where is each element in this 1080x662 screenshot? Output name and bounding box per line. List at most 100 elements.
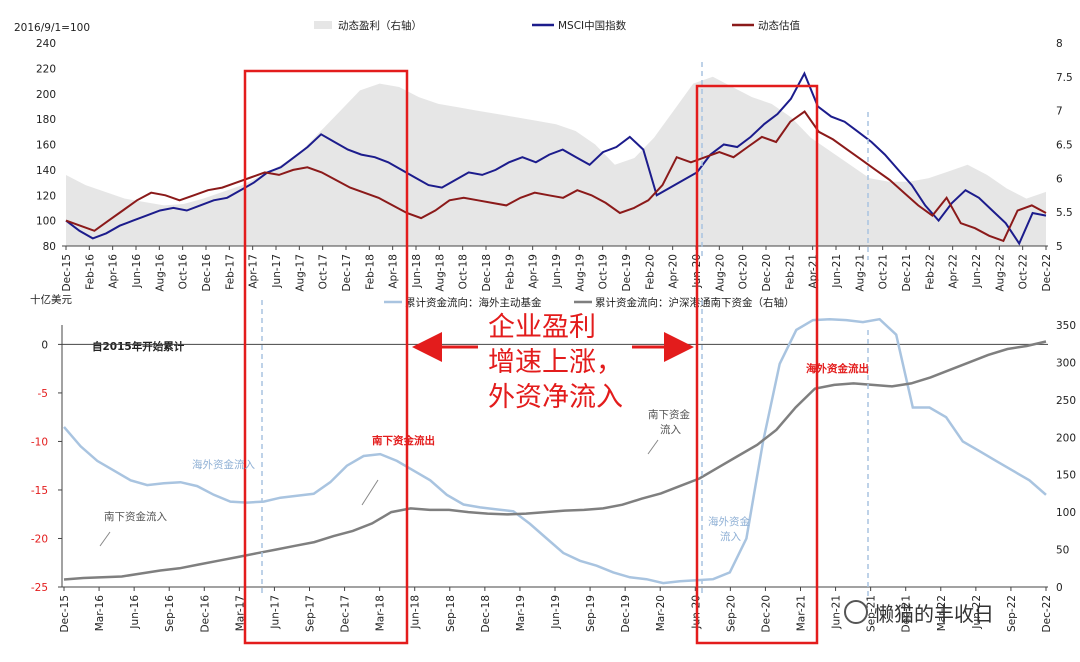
bottom-x-tick-label: Dec-16 [199,595,211,633]
bottom-chart: 十亿美元 累计资金流向：海外主动基金 累计资金流向：沪深港通南下资金（右轴） 自… [30,293,1076,632]
legend-label-earnings: 动态盈利（右轴） [338,19,422,32]
earnings-area [66,76,1046,246]
top-left-tick-label: 100 [36,216,56,228]
top-x-tick-label: Feb-19 [504,254,516,290]
overseas-inflow-label-2b: 流入 [720,530,741,543]
southbound-line [63,340,1047,581]
bottom-left-tick-label: -20 [31,533,48,545]
top-x-tick-label: Dec-19 [621,254,633,291]
top-right-tick-label: 5 [1056,241,1063,253]
legend-label-valuation: 动态估值 [758,19,800,32]
mid-annotation-line-3: 外资净流入 [488,382,623,413]
top-x-tick-label: Oct-21 [878,254,890,289]
bottom-left-tick-label: 0 [41,339,48,351]
top-x-tick-label: Feb-17 [224,254,236,290]
top-x-tick-label: Jun-18 [411,254,423,289]
bottom-note: 自2015年开始累计 [92,340,185,353]
top-x-tick-label: Apr-17 [248,254,260,289]
bottom-x-axis-ticks: Dec-15 Mar-16 Jun-16 Sep-16 Dec-16 Mar-17 Jun-… [59,587,1053,632]
top-x-tick-label: Aug-17 [294,254,306,292]
top-left-tick-label: 120 [36,190,56,202]
top-right-tick-label: 7 [1056,106,1063,118]
bottom-x-tick-label: Jun-18 [410,595,422,630]
bottom-x-tick-label: Sep-21 [866,595,878,632]
bottom-right-tick-label: 300 [1056,357,1076,369]
top-x-tick-label: Jun-19 [551,254,563,289]
top-x-tick-label: Feb-20 [644,254,656,290]
south-inflow-pointer-2 [647,439,659,455]
bottom-x-tick-label: Dec-20 [760,595,772,632]
bottom-x-tick-label: Jun-19 [550,595,562,630]
overseas-line [63,317,1047,585]
bottom-x-tick-label: Jun-16 [129,595,141,630]
south-inflow-pointer-1 [99,531,111,547]
bottom-x-tick-label: Mar-16 [94,595,106,632]
top-x-tick-label: Aug-22 [994,254,1006,292]
bottom-x-tick-label: Dec-19 [620,595,632,632]
top-x-tick-label: Jun-16 [131,254,143,289]
bottom-x-tick-label: Mar-19 [515,595,527,631]
top-x-tick-label: Oct-22 [1018,254,1030,289]
top-x-tick-label: Aug-21 [854,254,866,292]
top-legend: 动态盈利（右轴） MSCI中国指数 动态估值 [314,19,800,32]
bottom-x-tick-label: Sep-20 [725,595,737,632]
top-right-tick-label: 7.5 [1056,72,1073,84]
bottom-x-tick-label: Jun-22 [971,595,983,630]
top-x-tick-label: Oct-16 [178,254,190,290]
top-x-tick-label: Apr-20 [668,254,680,289]
valuation-line [65,110,1047,243]
bottom-left-axis: 0 -5 -10 -15 -20 -25 [31,339,1048,594]
top-x-tick-label: Feb-21 [784,254,796,290]
top-x-tick-label: Feb-22 [924,254,936,290]
bottom-x-tick-label: Dec-17 [340,595,352,632]
top-x-tick-label: Apr-22 [948,254,960,289]
bottom-right-tick-label: 200 [1056,432,1076,444]
top-x-tick-label: Oct-17 [318,254,330,289]
bottom-x-tick-label: Jun-17 [269,595,281,630]
legend-label-overseas: 累计资金流向：海外主动基金 [405,296,542,309]
bottom-x-tick-label: Sep-17 [305,595,317,632]
top-x-tick-label: Oct-18 [458,254,470,289]
top-right-tick-label: 5.5 [1056,207,1073,219]
top-right-axis: 5 5.5 6 6.5 7 7.5 8 [1056,38,1073,253]
bottom-right-tick-label: 250 [1056,395,1076,407]
bottom-x-tick-label: Jun-21 [831,595,843,630]
wechat-icon [844,600,868,624]
mid-annotation: 企业盈利 增速上涨， 外资净流入 [412,312,694,413]
top-x-tick-label: Jun-22 [971,254,983,289]
top-x-tick-label: Dec-22 [1041,254,1053,291]
mid-annotation-line-2: 增速上涨， [488,347,623,378]
bottom-x-tick-label: Sep-22 [1006,595,1018,632]
top-x-tick-label: Aug-18 [434,254,446,292]
top-x-tick-label: Jun-17 [271,254,283,289]
top-x-tick-label: Oct-19 [598,254,610,289]
bottom-legend: 累计资金流向：海外主动基金 累计资金流向：沪深港通南下资金（右轴） [384,296,795,309]
top-x-tick-label: Dec-18 [481,254,493,291]
top-right-tick-label: 6.5 [1056,140,1073,152]
watermark-text: 懒猫的丰收日 [874,602,994,626]
bottom-x-tick-label: Mar-18 [375,595,387,631]
bottom-left-tick-label: -5 [38,388,48,400]
bottom-x-tick-label: Dec-22 [1041,595,1053,632]
top-x-tick-label: Dec-17 [341,254,353,291]
legend-label-msci: MSCI中国指数 [558,19,627,32]
bottom-x-tick-label: Mar-17 [234,595,246,631]
top-x-tick-label: Oct-20 [738,254,750,289]
top-left-axis: 80 100 120 140 160 180 200 220 240 [36,38,56,253]
south-inflow-label-1: 南下资金流入 [104,510,167,523]
bottom-x-tick-label: Sep-18 [445,595,457,632]
south-outflow-pointer [361,479,379,506]
watermark: 懒猫的丰收日 [844,600,994,626]
top-left-tick-label: 180 [36,114,56,126]
top-x-tick-label: Feb-18 [364,254,376,290]
overseas-inflow-label-2a: 海外资金 [708,515,750,528]
top-chart-note: 2016/9/1=100 [14,22,90,34]
top-x-tick-label: Dec-15 [61,254,73,291]
bottom-x-tick-label: Mar-21 [796,595,808,631]
top-right-tick-label: 6 [1056,173,1063,185]
bottom-x-tick-label: Dec-18 [480,595,492,632]
top-x-tick-label: Dec-20 [761,254,773,291]
top-x-axis-ticks: Dec-15 Feb-16 Apr-16 Jun-16 Aug-16 Oct-16 Dec-… [61,246,1053,292]
top-left-tick-label: 220 [36,63,56,75]
